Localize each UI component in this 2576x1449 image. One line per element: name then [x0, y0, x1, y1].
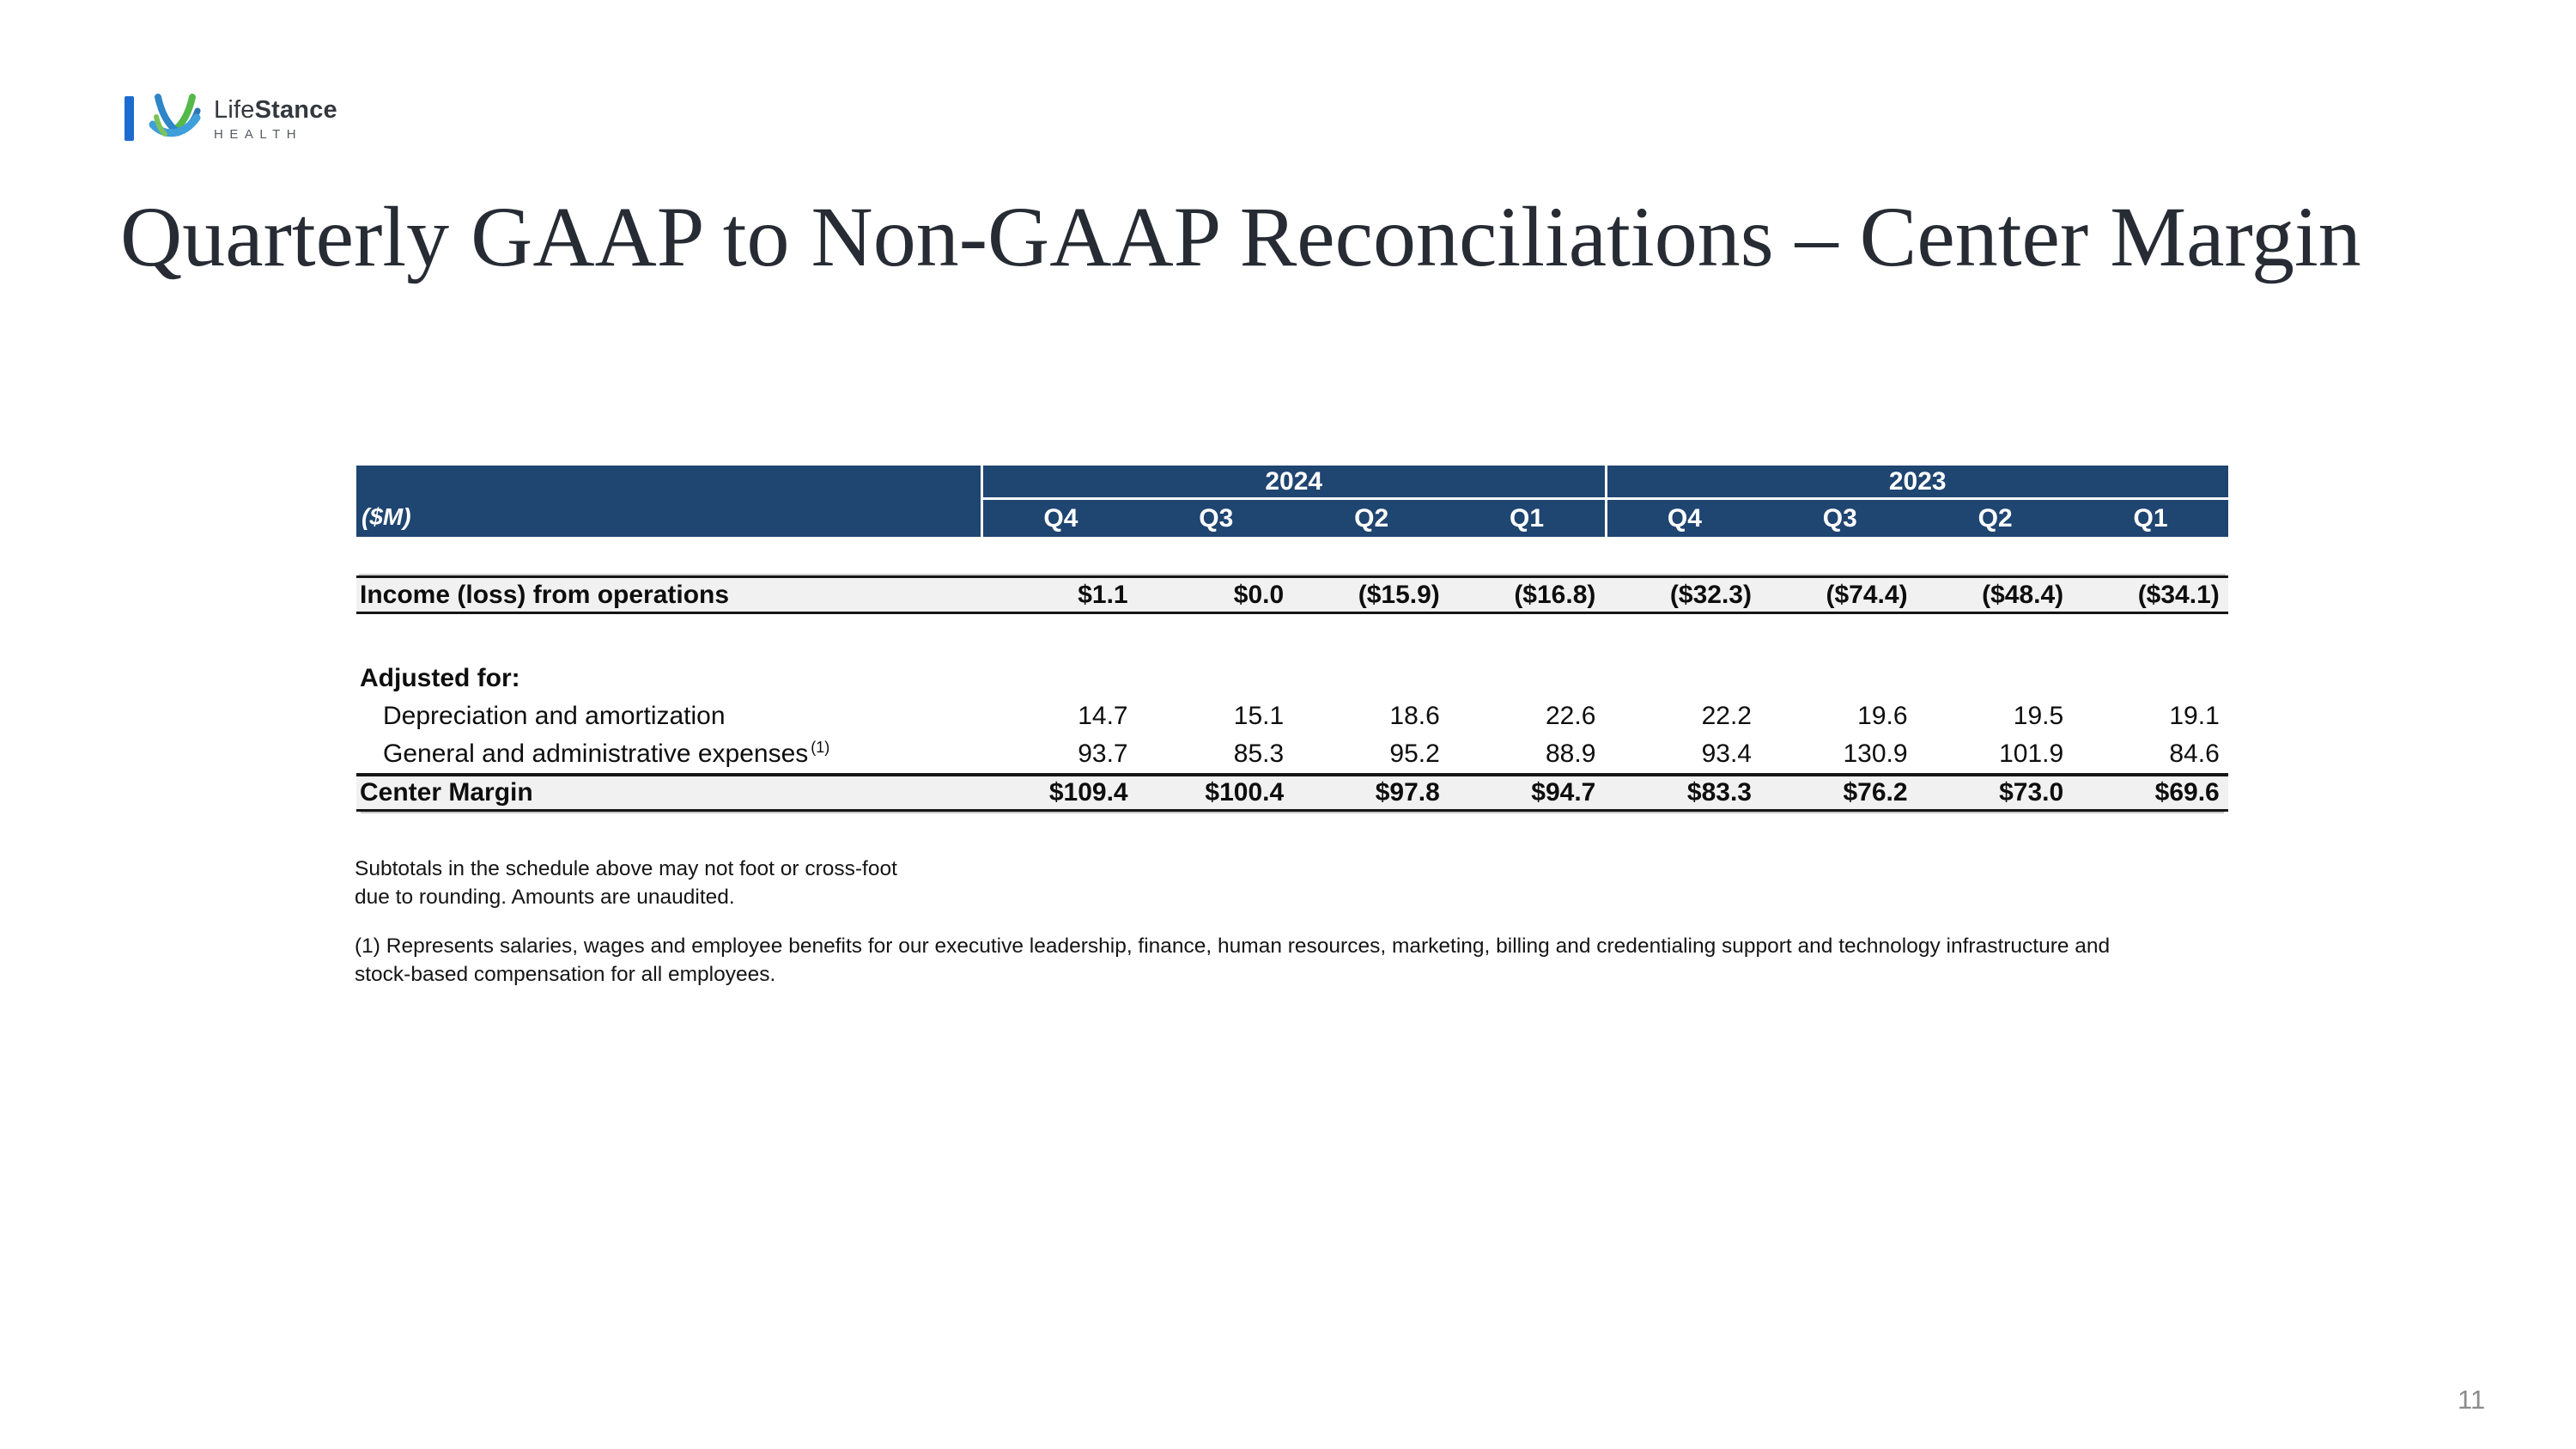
quarter-row: Q4 Q3 Q2 Q1 [983, 500, 1605, 537]
table-row-depreciation: Depreciation and amortization 14.7 15.1 … [356, 697, 2228, 735]
quarter-label: Q4 [1043, 503, 1078, 533]
cell-value: $69.6 [2154, 778, 2220, 807]
cell-value: ($32.3) [1669, 580, 1752, 609]
row-label: General and administrative expenses (1) [356, 740, 981, 769]
lifestance-mark-icon [149, 94, 201, 137]
page-title: Quarterly GAAP to Non-GAAP Reconciliatio… [120, 189, 2361, 284]
cell-value: 22.2 [1701, 702, 1752, 730]
cell-value: 19.1 [2169, 702, 2220, 730]
row-label: Depreciation and amortization [383, 702, 726, 730]
cell-value: 101.9 [1999, 740, 2064, 768]
table-row-adjusted-for: Adjusted for: [356, 660, 2228, 697]
table-row-income-from-operations: Income (loss) from operations $1.1 $0.0 … [356, 575, 2228, 614]
row-label: Adjusted for: [360, 664, 520, 692]
logo-brand-life: Life [214, 96, 255, 124]
cell-value: $0.0 [1233, 580, 1285, 609]
cell-value: 88.9 [1545, 740, 1596, 768]
logo-text: LifeStance HEALTH [214, 98, 337, 142]
cell-value: ($34.1) [2137, 580, 2220, 609]
cell-value: 15.1 [1233, 702, 1285, 730]
year-label: 2024 [983, 466, 1605, 500]
cell-value: ($15.9) [1358, 580, 1440, 609]
cell-value: $76.2 [1843, 778, 1908, 807]
row-label-text: General and administrative expenses [383, 740, 809, 768]
row-label: Income (loss) from operations [360, 580, 730, 609]
cell-value: 93.7 [1078, 740, 1128, 768]
quarter-label: Q3 [1822, 503, 1857, 533]
table-row-general-admin-expenses: General and administrative expenses (1) 9… [356, 735, 2228, 773]
page-number: 11 [2458, 1385, 2486, 1415]
quarter-row: Q4 Q3 Q2 Q1 [1607, 500, 2229, 537]
year-label: 2023 [1607, 466, 2228, 500]
unit-label: ($M) [361, 503, 411, 530]
cell-value: $94.7 [1531, 778, 1596, 807]
lifestance-logo: LifeStance HEALTH [125, 93, 337, 141]
logo-brand-stance: Stance [254, 96, 337, 124]
cell-value: 130.9 [1843, 740, 1908, 768]
logo-subtitle: HEALTH [214, 127, 303, 142]
cell-value: ($16.8) [1514, 580, 1596, 609]
cell-value: 22.6 [1545, 702, 1596, 730]
cell-value: 93.4 [1701, 740, 1752, 768]
cell-value: 84.6 [2169, 740, 2220, 768]
year-group-2023: 2023 Q4 Q3 Q2 Q1 [1604, 466, 2229, 537]
cell-value: 85.3 [1233, 740, 1285, 768]
quarter-label: Q2 [1354, 503, 1389, 533]
cell-value: $83.3 [1686, 778, 1752, 807]
footnote-line: Subtotals in the schedule above may not … [355, 857, 897, 880]
row-label: Center Margin [360, 778, 533, 807]
cell-value: $1.1 [1078, 580, 1128, 609]
cell-value: ($74.4) [1826, 580, 1908, 609]
quarter-label: Q4 [1667, 503, 1702, 533]
footnote-1: (1) Represents salaries, wages and emplo… [355, 932, 2110, 989]
cell-value: 95.2 [1389, 740, 1440, 768]
cell-value: ($48.4) [1982, 580, 2064, 609]
cell-value: 19.5 [2013, 702, 2064, 730]
cell-value: $100.4 [1205, 778, 1285, 807]
cell-value: $109.4 [1048, 778, 1128, 807]
table-header: ($M) 2024 Q4 Q3 Q2 Q1 2023 Q4 Q3 Q2 Q1 [356, 466, 2228, 537]
footnote-line: stock-based compensation for all employe… [355, 963, 776, 986]
year-group-2024: 2024 Q4 Q3 Q2 Q1 [981, 466, 1605, 537]
quarter-label: Q1 [1510, 503, 1545, 533]
footnote-line: due to rounding. Amounts are unaudited. [355, 886, 735, 909]
cell-value: 14.7 [1078, 702, 1128, 730]
cell-value: 19.6 [1857, 702, 1908, 730]
quarter-label: Q1 [2133, 503, 2168, 533]
footnote-rounding: Subtotals in the schedule above may not … [355, 855, 897, 911]
logo-bar-icon [125, 96, 134, 141]
quarter-label: Q3 [1199, 503, 1234, 533]
logo-brand: LifeStance [214, 98, 337, 123]
footnote-ref: (1) [811, 739, 830, 756]
footnote-line: (1) Represents salaries, wages and emplo… [355, 935, 2111, 958]
quarter-label: Q2 [1978, 503, 2013, 533]
table-row-center-margin: Center Margin $109.4 $100.4 $97.8 $94.7 … [356, 773, 2228, 812]
reconciliation-table: ($M) 2024 Q4 Q3 Q2 Q1 2023 Q4 Q3 Q2 Q1 [356, 466, 2228, 812]
cell-value: 18.6 [1389, 702, 1440, 730]
cell-value: $73.0 [1999, 778, 2064, 807]
cell-value: $97.8 [1375, 778, 1440, 807]
